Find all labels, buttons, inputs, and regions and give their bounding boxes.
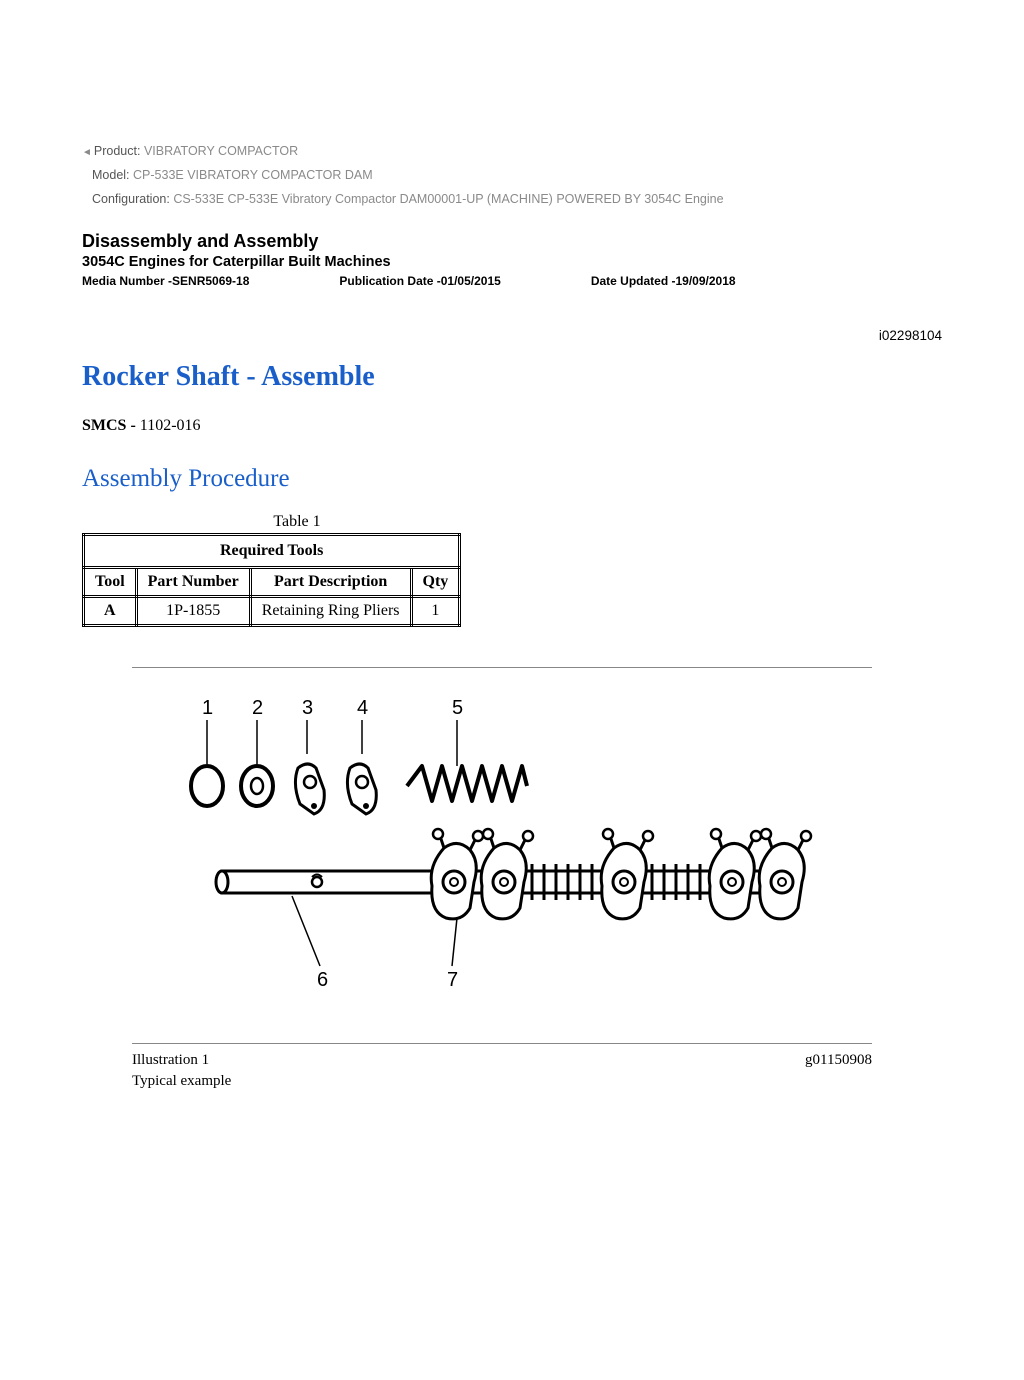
col-qty: Qty bbox=[411, 568, 460, 597]
rocker-shaft-illustration: 1 2 3 4 5 bbox=[132, 668, 872, 1043]
callout-6: 6 bbox=[317, 969, 328, 991]
upd-value: 19/09/2018 bbox=[676, 274, 736, 288]
col-tool: Tool bbox=[84, 568, 137, 597]
cell-qty: 1 bbox=[411, 597, 460, 626]
callout-3: 3 bbox=[302, 697, 313, 719]
callout-5: 5 bbox=[452, 697, 463, 719]
shaft-assembly bbox=[216, 829, 811, 919]
media-value: SENR5069-18 bbox=[172, 274, 249, 288]
table-row: A 1P-1855 Retaining Ring Pliers 1 bbox=[84, 597, 460, 626]
figure-bottom-rule bbox=[132, 1043, 872, 1044]
product-label: Product: bbox=[94, 144, 141, 158]
callout-7: 7 bbox=[447, 969, 458, 991]
illustration-subcaption: Typical example bbox=[132, 1073, 872, 1090]
table-title: Required Tools bbox=[84, 535, 460, 568]
model-label: Model: bbox=[92, 168, 130, 182]
config-label: Configuration: bbox=[92, 192, 170, 206]
doc-title: Disassembly and Assembly bbox=[82, 231, 942, 252]
doc-id: i02298104 bbox=[82, 328, 942, 343]
product-value: VIBRATORY COMPACTOR bbox=[144, 144, 298, 158]
media-label: Media Number - bbox=[82, 274, 172, 288]
upd-label: Date Updated - bbox=[591, 274, 676, 288]
config-value: CS-533E CP-533E Vibratory Compactor DAM0… bbox=[173, 192, 723, 206]
smcs-line: SMCS - 1102-016 bbox=[82, 417, 942, 435]
col-desc: Part Description bbox=[250, 568, 411, 597]
figure-block: 1 2 3 4 5 bbox=[132, 667, 872, 1090]
smcs-label: SMCS - bbox=[82, 417, 140, 434]
cell-tool: A bbox=[84, 597, 137, 626]
doc-subtitle: 3054C Engines for Caterpillar Built Mach… bbox=[82, 254, 942, 270]
publication-row: Media Number -SENR5069-18 Publication Da… bbox=[82, 274, 942, 288]
callout-4: 4 bbox=[357, 697, 368, 719]
illustration-label: Illustration 1 bbox=[132, 1052, 209, 1069]
callout-1: 1 bbox=[202, 697, 213, 719]
model-value: CP-533E VIBRATORY COMPACTOR DAM bbox=[133, 168, 373, 182]
pub-value: 01/05/2015 bbox=[441, 274, 501, 288]
cell-desc: Retaining Ring Pliers bbox=[250, 597, 411, 626]
back-arrow-icon[interactable]: ◄ bbox=[82, 147, 92, 158]
smcs-value: 1102-016 bbox=[140, 417, 201, 434]
callout-2: 2 bbox=[252, 697, 263, 719]
product-meta: ◄Product: VIBRATORY COMPACTOR Model: CP-… bbox=[82, 140, 942, 211]
required-tools-table: Required Tools Tool Part Number Part Des… bbox=[82, 533, 461, 627]
table-caption: Table 1 bbox=[82, 513, 512, 531]
cell-part: 1P-1855 bbox=[136, 597, 250, 626]
section-heading: Assembly Procedure bbox=[82, 465, 942, 493]
pub-label: Publication Date - bbox=[339, 274, 440, 288]
col-partnum: Part Number bbox=[136, 568, 250, 597]
illustration-id: g01150908 bbox=[805, 1052, 872, 1069]
page-title: Rocker Shaft - Assemble bbox=[82, 361, 942, 393]
